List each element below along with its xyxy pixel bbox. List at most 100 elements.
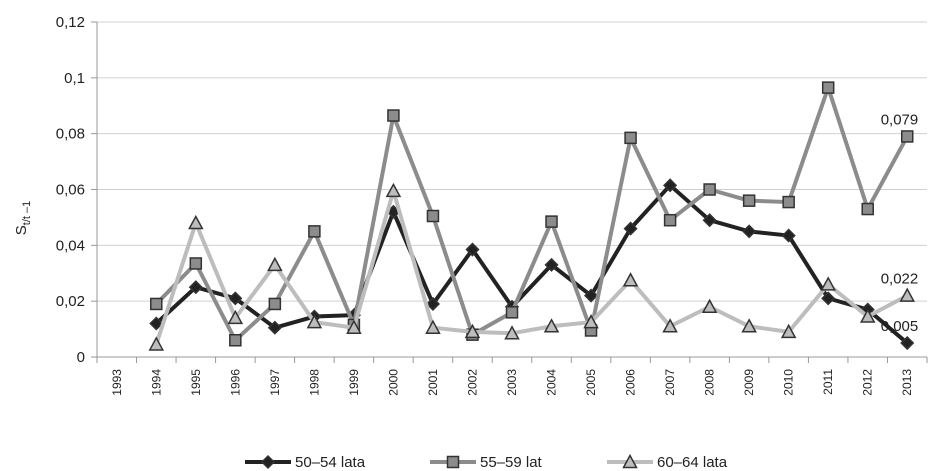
series-2-point [387,109,400,122]
series-2-point [624,131,637,145]
x-tick-label: 2010 [782,369,796,396]
series-1-point [663,178,678,193]
y-tick-label: 0 [77,349,85,366]
series-2-point [742,194,756,207]
series-1-point [267,320,282,335]
series-3-point [583,314,599,329]
x-tick-label: 2001 [426,369,440,396]
data-label: 0,079 [881,111,919,128]
series-1-line [154,183,909,345]
series-3-point [859,308,876,323]
series-1-point [623,221,638,236]
series-1-point [583,288,599,303]
x-tick-label: 2007 [663,369,677,396]
x-tick-label: 1993 [110,369,124,396]
x-tick-label: 2008 [703,369,717,396]
series-1-point [900,335,915,351]
series-3-point [425,319,441,334]
x-tick-label: 1994 [149,369,163,396]
y-tick-label: 0,1 [64,70,85,87]
series-3-point [148,336,165,351]
data-label: 0,022 [881,271,919,288]
series-2-point [308,225,321,238]
x-tick-label: 2002 [465,369,479,396]
x-tick-label: 2011 [821,369,835,395]
x-tick-label: 1998 [307,369,321,396]
series-2-point [663,213,677,227]
x-tick-label: 1996 [228,369,242,396]
legend-label: 55–59 lat [480,454,543,471]
series-2 [150,81,914,347]
data-label: 0,005 [881,318,919,335]
series-3-point [622,272,639,287]
y-tick-label: 0,08 [56,126,85,143]
series-3-point [701,298,718,313]
series-3-line [154,188,909,346]
series-2-line [154,85,909,343]
series-2-point [229,334,242,347]
x-tick-label: 2005 [584,369,598,396]
x-axis: 1993 1994 1995 1996 1997 1998 1999 2000 2001 2002… [96,356,928,396]
series-3-point [188,214,204,230]
series-1-point [781,228,796,243]
series-3-point [464,323,481,339]
series-1-point [188,280,203,295]
series-3-point [267,256,283,272]
series-1-point [702,213,717,228]
y-axis-label-sub: t/t –1 [21,201,33,225]
series-2-point [861,202,874,216]
series-2-point [189,257,203,270]
legend-marker [446,455,460,469]
legend-marker [260,454,276,470]
series-3-point [346,319,362,334]
y-tick-label: 0,06 [56,182,85,199]
series-2-point [426,209,440,223]
x-tick-label: 2012 [861,369,875,396]
x-tick-label: 2004 [545,369,559,396]
legend-label: 50–54 lata [295,454,366,471]
series-3-point [504,325,520,340]
series-1-point [544,257,559,272]
series-3-point [899,287,915,302]
legend: 50–54 lata 55–59 lat 60–64 lata [245,453,728,471]
series-3 [148,182,915,351]
series-2-point [150,297,163,311]
x-tick-label: 1997 [268,369,282,396]
x-tick-label: 2000 [386,369,400,396]
series-1-point [149,316,164,331]
series-3-point [820,276,836,291]
x-tick-label: 2013 [900,369,914,396]
series-1-point [742,224,757,239]
legend-item-3: 60–64 lata [607,453,728,471]
x-tick-label: 1999 [347,369,361,396]
legend-item-1: 50–54 lata [245,454,366,471]
y-tick-label: 0,12 [56,14,85,31]
series-2-point [900,130,914,143]
grid-lines [97,21,927,302]
series-3-point [227,309,244,325]
series-2-point [545,215,558,228]
series-3-point [780,323,797,339]
y-tick-label: 0,02 [56,293,85,310]
y-axis-label: St/t –1 [13,201,33,235]
y-axis-label-main: S [13,225,30,235]
legend-marker [622,453,638,469]
y-tick-label: 0,04 [56,237,85,254]
x-tick-label: 2003 [505,369,519,396]
series-2-point [505,306,519,319]
series-3-point [662,318,678,333]
series-1-point [425,296,441,312]
series-1 [149,178,915,351]
series-2-point [703,183,716,196]
series-2-point [821,81,835,94]
legend-item-2: 55–59 lat [430,454,543,471]
series-3-point [543,318,560,333]
series-3-point [306,314,323,329]
series-1-point [465,242,480,257]
legend-label: 60–64 lata [657,454,728,471]
series-2-point [268,297,282,311]
series-2-point [782,195,795,209]
series-group [148,81,915,351]
series-1-point [821,291,836,306]
